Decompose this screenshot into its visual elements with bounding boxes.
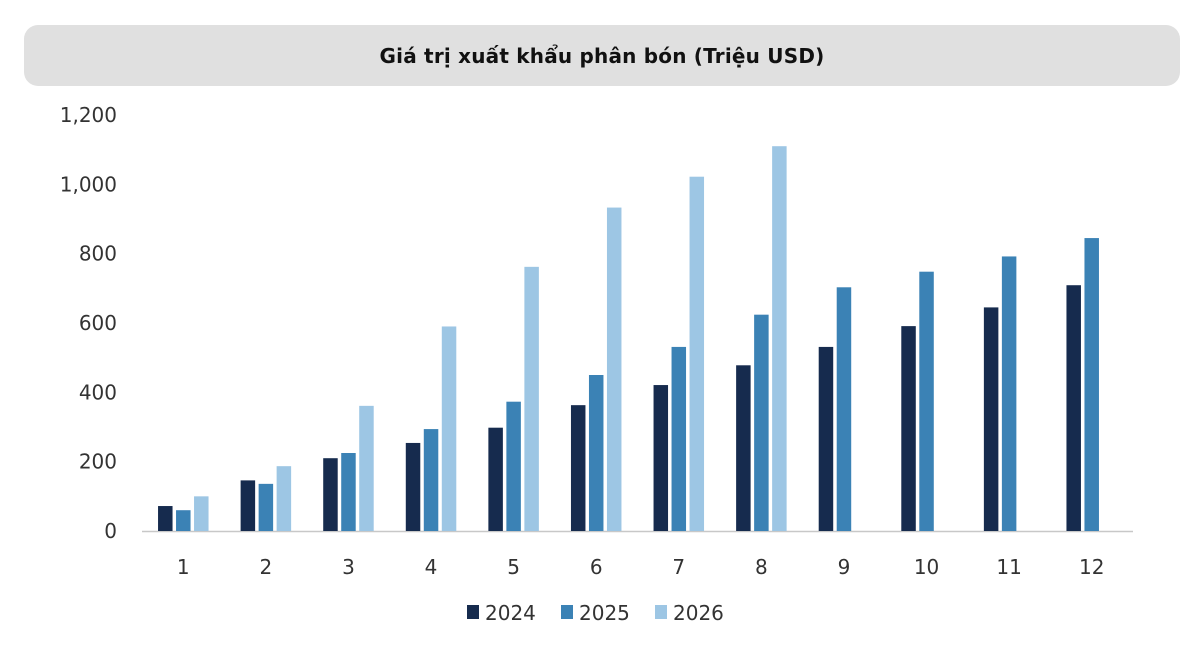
bar-2025-9 <box>836 287 852 531</box>
bar-2026-1 <box>194 496 209 531</box>
x-tick-label: 4 <box>425 555 438 579</box>
x-tick-label: 11 <box>996 555 1021 579</box>
x-tick-label: 10 <box>914 555 939 579</box>
bar-2025-4 <box>423 429 439 531</box>
bar-2025-8 <box>754 314 769 531</box>
bar-2026-8 <box>772 146 787 531</box>
bar-2026-2 <box>276 466 292 531</box>
chart-title-bar: Giá trị xuất khẩu phân bón (Triệu USD) <box>24 25 1180 86</box>
bar-2025-7 <box>671 346 687 531</box>
bar-2025-5 <box>506 401 521 531</box>
x-tick-label: 8 <box>755 555 768 579</box>
chart-title: Giá trị xuất khẩu phân bón (Triệu USD) <box>379 43 825 68</box>
x-tick-label: 7 <box>672 555 685 579</box>
bar-2026-4 <box>441 326 457 531</box>
bar-2024-12 <box>1066 285 1081 531</box>
bar-2025-3 <box>341 453 356 531</box>
bar-2024-3 <box>323 458 338 531</box>
bar-2026-7 <box>689 176 705 531</box>
bar-2026-5 <box>524 266 539 531</box>
legend-swatch-2024 <box>467 605 479 619</box>
y-tick-label: 0 <box>104 519 117 543</box>
bar-2025-6 <box>588 375 604 531</box>
bar-2024-4 <box>405 442 421 531</box>
bar-2026-6 <box>606 207 622 531</box>
x-tick-label: 12 <box>1079 555 1104 579</box>
bar-2024-8 <box>736 365 751 531</box>
y-tick-label: 800 <box>79 242 117 266</box>
bar-2025-1 <box>176 510 191 531</box>
bar-2026-3 <box>359 405 374 531</box>
x-tick-label: 6 <box>590 555 603 579</box>
y-tick-label: 400 <box>79 380 117 404</box>
y-tick-label: 1,000 <box>60 172 117 196</box>
bar-2024-2 <box>240 480 256 531</box>
bar-2024-9 <box>818 346 834 531</box>
bar-2024-7 <box>653 385 669 531</box>
legend-label-2026: 2026 <box>673 601 724 625</box>
legend-swatch-2026 <box>655 605 667 619</box>
legend-swatch-2025 <box>561 605 573 619</box>
y-tick-label: 600 <box>79 311 117 335</box>
legend-label-2025: 2025 <box>579 601 630 625</box>
bar-2024-11 <box>983 307 999 531</box>
x-tick-label: 2 <box>260 555 273 579</box>
x-tick-label: 9 <box>838 555 851 579</box>
y-tick-label: 200 <box>79 450 117 474</box>
bar-2024-6 <box>570 405 586 531</box>
bar-2025-10 <box>919 271 934 531</box>
bar-2025-12 <box>1084 238 1099 532</box>
x-tick-label: 5 <box>507 555 520 579</box>
bar-2025-11 <box>1001 256 1017 531</box>
x-tick-label: 1 <box>177 555 190 579</box>
bar-2024-1 <box>158 506 173 531</box>
legend-label-2024: 2024 <box>485 601 536 625</box>
bar-2024-10 <box>901 326 916 531</box>
bar-2024-5 <box>488 427 503 531</box>
bar-2025-2 <box>258 483 274 531</box>
x-tick-label: 3 <box>342 555 355 579</box>
y-tick-label: 1,200 <box>60 103 117 127</box>
